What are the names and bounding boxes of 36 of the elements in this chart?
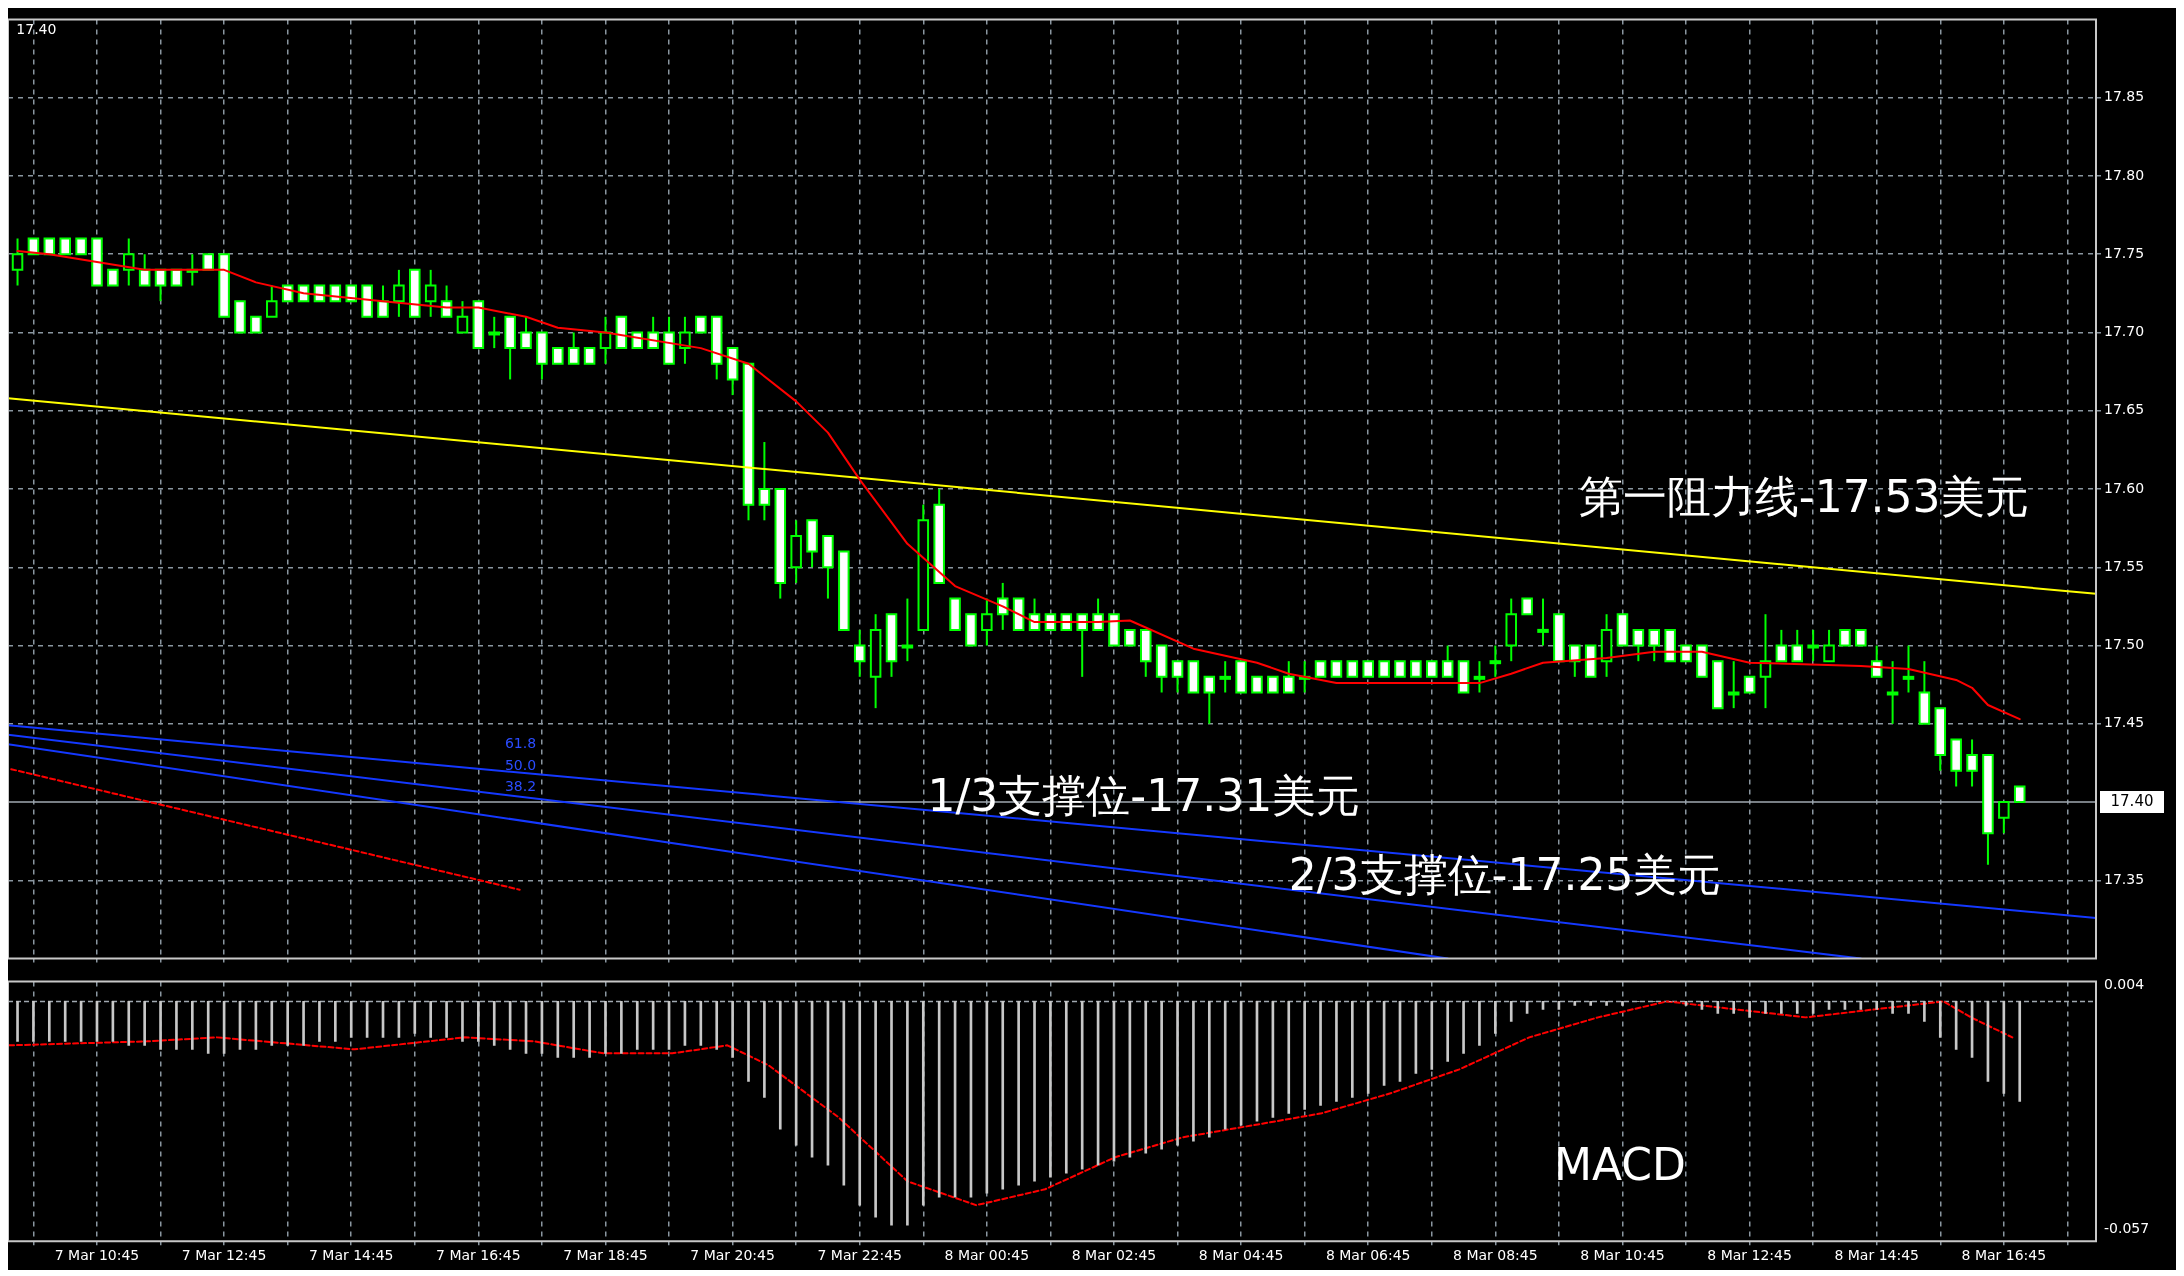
x-tick-label: 8 Mar 08:45 [1453,1247,1538,1264]
annotation: 1/3支撑位-17.31美元 [927,770,1361,822]
y-tick-label: 17.35 [2104,870,2145,887]
x-tick-label: 7 Mar 14:45 [308,1247,394,1264]
annotation: 17.40 [16,21,57,38]
x-tick-label: 7 Mar 16:45 [436,1247,521,1264]
x-tick-label: 8 Mar 12:45 [1707,1247,1792,1264]
x-tick-label: 7 Mar 22:45 [817,1247,903,1264]
annotation: 61.8 [504,735,537,752]
y-tick-label: 17.75 [2104,244,2145,261]
y-tick-label: 0.004 [2104,976,2145,993]
y-tick-label: 17.65 [2104,401,2145,418]
x-tick-label: 8 Mar 06:45 [1325,1247,1411,1264]
x-tick-label: 8 Mar 02:45 [1071,1247,1157,1264]
annotation: 38.2 [504,778,537,795]
x-tick-label: 8 Mar 10:45 [1580,1247,1665,1264]
y-tick-label: -0.057 [2104,1219,2150,1236]
y-tick-label: 17.55 [2104,557,2145,574]
y-tick-label: 17.60 [2104,479,2145,496]
x-tick-label: 7 Mar 18:45 [563,1247,648,1264]
x-tick-label: 8 Mar 16:45 [1961,1247,2047,1264]
y-tick-label: 17.45 [2104,714,2145,731]
x-tick-label: 8 Mar 00:45 [944,1247,1030,1264]
x-tick-label: 8 Mar 04:45 [1198,1247,1284,1264]
y-tick-label: 17.50 [2104,636,2145,653]
ref-line-label: 17.40 [2110,791,2154,810]
x-tick-label: 8 Mar 14:45 [1834,1247,1919,1264]
y-tick-label: 17.85 [2104,88,2145,105]
y-tick-label: 17.80 [2104,166,2145,183]
annotation: 第一阻力线-17.53美元 [1578,470,2029,522]
annotation: MACD [1553,1138,1686,1190]
x-tick-label: 7 Mar 20:45 [690,1247,775,1264]
annotation: 50.0 [504,756,537,773]
x-tick-label: 7 Mar 12:45 [181,1247,267,1264]
y-tick-label: 17.70 [2104,323,2145,340]
x-tick-label: 7 Mar 10:45 [54,1247,140,1264]
